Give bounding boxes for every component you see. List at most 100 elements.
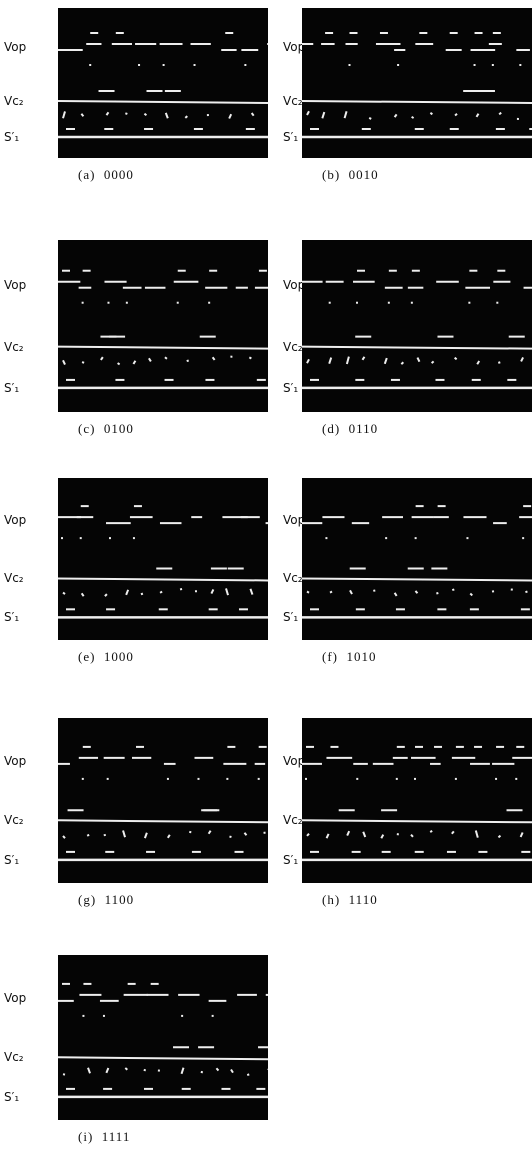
trace [321,111,326,119]
trace [58,577,268,582]
trace-label: Vop [4,513,27,528]
trace [306,590,310,594]
trace [125,589,130,596]
trace [105,1067,110,1074]
trace [525,590,528,594]
trace [451,588,455,592]
trace-label: S′₁ [283,610,299,625]
trace [143,112,148,117]
trace [164,112,169,119]
trace [497,834,502,839]
trace [211,356,216,361]
trace-label: S′₁ [4,1089,20,1104]
trace [210,589,215,594]
trace [62,359,66,366]
trace [207,830,212,835]
trace [148,357,152,362]
trace [454,356,458,361]
trace [349,589,353,595]
trace [104,593,108,597]
trace-label: Vc₂ [4,571,24,586]
trace-label: S′₁ [4,610,20,625]
trace [58,819,268,824]
trace-label: Vop [283,40,306,54]
scope-screen [58,240,268,412]
trace [380,834,385,839]
trace [520,356,524,362]
trace-label: Vc₂ [4,1050,24,1065]
trace [248,356,252,360]
trace [80,592,85,597]
trace [302,345,532,350]
trace [498,111,502,116]
trace [476,360,481,365]
trace [166,834,171,839]
trace [140,592,144,596]
trace-label: Vc₂ [283,339,303,354]
trace [58,100,268,104]
trace [184,115,188,119]
trace-label: Vc₂ [283,813,303,828]
trace [306,110,310,116]
panel-caption: (a) 0000 [78,167,134,182]
trace-label: Vop [4,753,27,768]
trace [329,590,333,594]
panel-caption: (h) 1110 [322,892,378,907]
scope-screen [58,8,268,158]
scope-screen [302,478,532,640]
trace [100,356,104,361]
trace [132,360,137,365]
trace [246,1073,250,1077]
trace [243,832,248,836]
panel-caption: (f) 1010 [322,649,377,664]
trace [58,345,268,350]
trace [230,1068,234,1074]
trace [215,1067,220,1072]
trace [393,113,398,118]
panel-caption: (d) 0110 [322,421,379,436]
trace [62,591,66,595]
trace [250,112,255,117]
trace [302,819,532,824]
trace-label: Vc₂ [4,94,24,108]
trace [343,111,348,119]
trace [475,113,480,118]
trace-label: Vop [4,990,27,1005]
trace [414,590,419,594]
trace [362,831,367,838]
trace-label: Vop [4,277,27,292]
trace [368,117,372,120]
trace [58,1056,268,1061]
trace [429,112,433,116]
trace [143,1068,147,1072]
trace-label: Vop [283,277,306,292]
trace [143,832,148,839]
trace [186,359,189,363]
trace [124,1067,128,1071]
trace-label: Vop [4,40,27,54]
panel-caption: (e) 1000 [78,649,134,664]
trace [80,113,85,117]
trace [122,830,126,838]
trace-label: S′₁ [4,130,20,144]
trace-label: Vc₂ [283,571,303,586]
scope-screen [58,718,268,883]
trace [81,361,85,364]
trace [159,590,163,594]
trace [164,356,168,360]
trace-label: S′₁ [4,380,20,395]
trace [346,830,351,836]
trace [62,835,66,839]
trace [345,356,350,365]
trace [469,592,473,597]
trace [451,830,455,835]
trace [200,1070,204,1074]
trace [180,1067,185,1075]
trace [302,100,532,104]
trace-label: S′₁ [283,852,299,867]
scope-screen [58,955,268,1120]
trace-label: Vc₂ [4,813,24,828]
trace [306,832,310,837]
trace [87,1067,91,1074]
